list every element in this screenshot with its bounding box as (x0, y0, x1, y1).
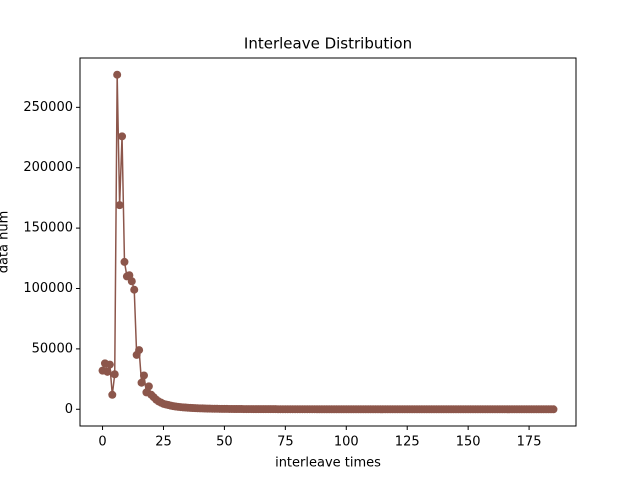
data-point (103, 367, 112, 376)
data-point (110, 370, 119, 379)
y-tick-label: 250000 (23, 100, 73, 115)
x-tick-label: 25 (155, 435, 172, 450)
x-tick-label: 75 (277, 435, 294, 450)
x-tick-label: 0 (98, 435, 106, 450)
chart-title: Interleave Distribution (244, 35, 412, 53)
data-point (135, 346, 144, 355)
y-tick-label: 150000 (23, 221, 73, 236)
data-point (144, 382, 153, 391)
y-tick-label: 200000 (23, 160, 73, 175)
y-tick-label: 50000 (32, 341, 73, 356)
x-tick-label: 175 (517, 435, 542, 450)
data-point (130, 285, 139, 294)
plot-frame (79, 57, 577, 427)
y-axis-label: data num (0, 211, 12, 274)
data-point (127, 277, 136, 286)
data-point (139, 371, 148, 380)
x-tick-label: 50 (216, 435, 233, 450)
data-point (549, 405, 558, 414)
y-tick-label: 100000 (23, 281, 73, 296)
data-point (108, 390, 117, 399)
data-point (125, 271, 134, 280)
x-tick-label: 125 (395, 435, 420, 450)
data-point (105, 360, 114, 369)
data-point (115, 201, 124, 210)
y-tick-label: 0 (65, 402, 73, 417)
data-point (120, 257, 129, 266)
x-axis-label: interleave times (275, 456, 381, 471)
data-point (118, 132, 127, 141)
data-point (137, 378, 146, 387)
x-tick-label: 150 (456, 435, 481, 450)
x-tick-label: 100 (334, 435, 359, 450)
data-point (113, 70, 122, 79)
